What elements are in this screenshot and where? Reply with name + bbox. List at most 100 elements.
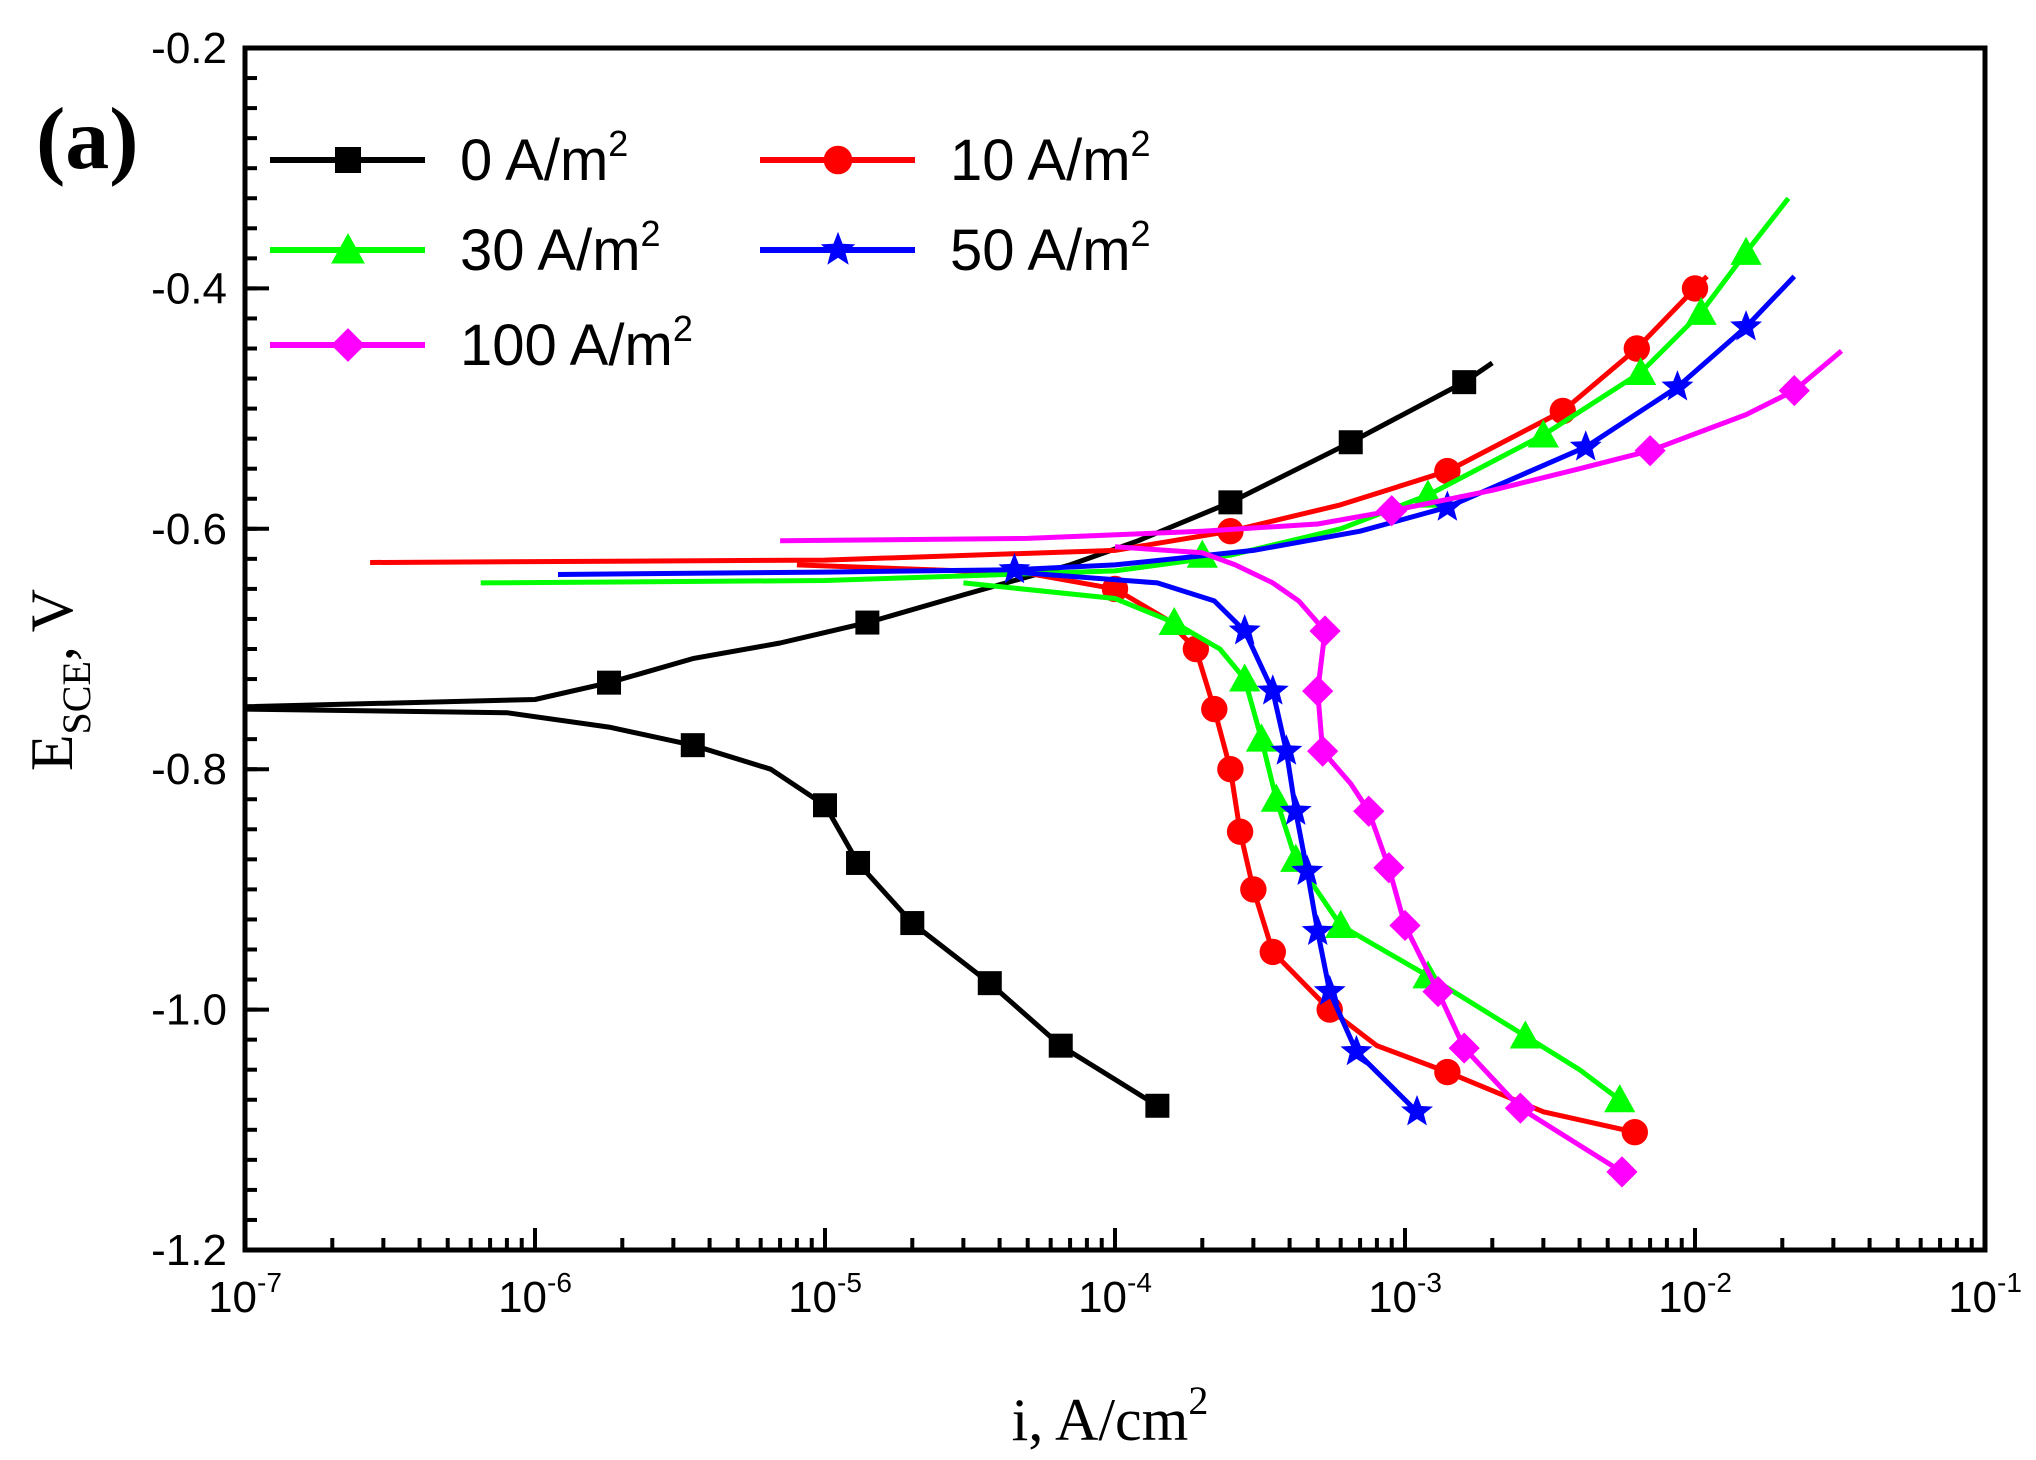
diamond-marker	[1634, 435, 1666, 467]
star-marker	[1279, 794, 1312, 825]
x-tick-base: 10	[1368, 1273, 1417, 1322]
star-marker	[1313, 974, 1346, 1006]
legend-label: 50 A/m2	[950, 213, 1151, 283]
square-marker	[1145, 1093, 1170, 1118]
series-0	[244, 360, 1494, 1118]
star-marker	[1270, 734, 1303, 765]
circle-marker	[1621, 1119, 1648, 1146]
series-anodic-line	[557, 274, 1797, 577]
diamond-marker	[1778, 374, 1810, 407]
square-marker	[597, 670, 622, 695]
star-marker	[1569, 430, 1602, 461]
triangle-marker	[1509, 1020, 1541, 1049]
diamond-marker	[1307, 735, 1339, 767]
series-1	[370, 274, 1709, 1146]
y-axis-title-sub: SCE	[54, 661, 99, 734]
series-cathodic-line	[796, 562, 1636, 1135]
circle-marker	[1217, 756, 1244, 783]
square-marker	[1452, 370, 1477, 395]
series-4	[780, 348, 1844, 1188]
diamond-marker	[331, 328, 365, 362]
y-tick-label: -0.8	[151, 745, 227, 794]
circle-marker	[1226, 818, 1254, 845]
series-cathodic-line	[244, 706, 1159, 1108]
x-tick-label: 10-4	[1078, 1267, 1152, 1322]
square-marker	[1218, 490, 1243, 515]
legend-entry-1: 10 A/m2	[760, 123, 1151, 193]
star-marker	[1431, 490, 1464, 521]
y-tick-label: -0.2	[151, 24, 227, 73]
x-tick-exp: -1	[1997, 1267, 2022, 1298]
triangle-marker	[331, 233, 365, 264]
x-tick-exp: -6	[547, 1267, 572, 1298]
legend-label: 100 A/m2	[460, 308, 693, 378]
legend-label-sup: 2	[608, 123, 628, 164]
square-marker	[813, 793, 837, 818]
square-marker	[846, 850, 871, 875]
x-axis-title-sup: 2	[1188, 1378, 1208, 1423]
star-marker	[820, 231, 856, 265]
diamond-marker	[1389, 909, 1421, 942]
circle-marker	[1681, 275, 1709, 302]
x-tick-label: 10-7	[208, 1267, 282, 1322]
star-marker	[1301, 914, 1334, 946]
star-marker	[1401, 1094, 1433, 1126]
diamond-marker	[1504, 1092, 1537, 1124]
diamond-marker	[1448, 1032, 1480, 1064]
legend-label: 10 A/m2	[950, 123, 1151, 193]
x-tick-label: 10-1	[1948, 1267, 2022, 1322]
series-anodic-line	[480, 196, 1791, 586]
x-tick-exp: -4	[1127, 1267, 1152, 1298]
x-tick-exp: -3	[1417, 1267, 1442, 1298]
diamond-marker	[1422, 975, 1454, 1008]
legend-label-main: 50 A/m	[950, 218, 1131, 283]
legend-label-main: 0 A/m	[460, 128, 608, 193]
square-marker	[680, 733, 705, 758]
diamond-marker	[1353, 795, 1385, 827]
y-axis-title-suffix: , V	[19, 589, 85, 661]
square-marker	[900, 911, 925, 936]
x-axis-title-main: i, A/cm	[1012, 1387, 1189, 1453]
triangle-marker	[1730, 236, 1762, 265]
x-tick-base: 10	[788, 1273, 837, 1322]
legend-label-sup: 2	[1131, 213, 1151, 254]
legend-label-main: 10 A/m	[950, 128, 1131, 193]
series-anodic-line	[780, 348, 1844, 544]
legend-entry-4: 100 A/m2	[270, 308, 693, 378]
legend-label: 0 A/m2	[460, 123, 628, 193]
triangle-marker	[1325, 909, 1357, 938]
y-tick-label: -1.0	[151, 986, 227, 1035]
square-marker	[855, 610, 880, 635]
circle-marker	[1623, 335, 1651, 362]
x-tick-label: 10-6	[498, 1267, 572, 1322]
y-axis-title-main: E	[19, 734, 85, 771]
diamond-marker	[1376, 495, 1408, 527]
star-marker	[1730, 310, 1763, 341]
star-marker	[1661, 370, 1694, 401]
x-tick-base: 10	[1078, 1273, 1127, 1322]
y-tick-label: -0.4	[151, 264, 227, 313]
series-layer	[244, 196, 1844, 1188]
triangle-marker	[1158, 606, 1190, 636]
circle-marker	[823, 145, 853, 175]
x-tick-label: 10-3	[1368, 1267, 1442, 1322]
legend-entry-3: 50 A/m2	[760, 213, 1151, 283]
legend-entry-2: 30 A/m2	[270, 213, 661, 283]
panel-label: (a)	[36, 91, 139, 188]
diamond-marker	[1373, 852, 1405, 884]
circle-marker	[1259, 938, 1286, 966]
legend-label-sup: 2	[673, 308, 693, 349]
diamond-marker	[1606, 1156, 1638, 1188]
series-3	[557, 274, 1797, 1126]
x-tick-exp: -5	[837, 1267, 862, 1298]
triangle-marker	[1229, 663, 1261, 692]
circle-marker	[1201, 695, 1228, 723]
star-marker	[998, 552, 1031, 584]
circle-marker	[1240, 876, 1267, 903]
triangle-marker	[1625, 356, 1657, 386]
y-axis-title: ESCE, V	[19, 589, 99, 771]
square-marker	[335, 147, 361, 173]
triangle-marker	[1245, 723, 1278, 752]
